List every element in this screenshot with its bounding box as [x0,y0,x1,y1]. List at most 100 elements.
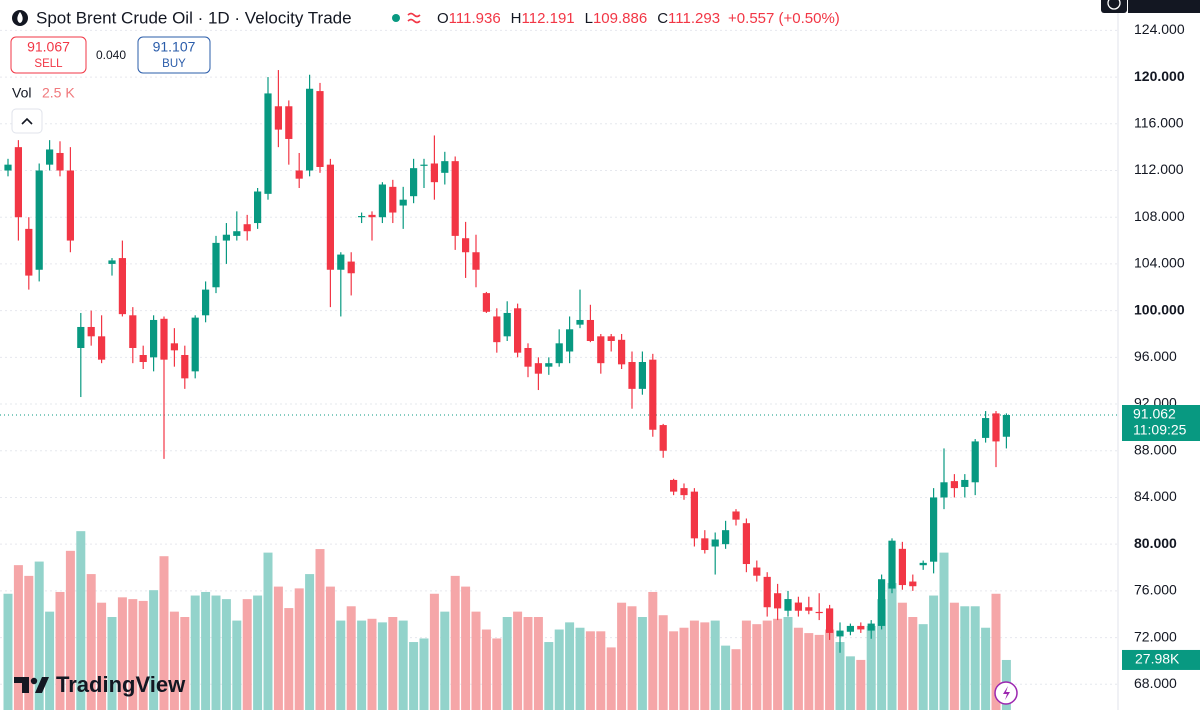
y-tick-label: 76.000 [1134,582,1177,598]
candle-body [909,581,917,587]
candle-body [420,164,428,166]
logo-mark [14,677,29,693]
volume-bar [429,593,439,710]
volume-bar [783,617,793,710]
candle-body [545,363,553,367]
candle-body [98,336,106,360]
volume-bar [606,647,616,710]
ohlc-value: 111.293 [668,10,720,27]
volume-bar [773,618,783,710]
buy-label[interactable]: BUY [162,58,186,70]
volume-legend-label: Vol [12,85,31,101]
candle-body [170,343,178,351]
volume-bar [357,620,367,710]
y-tick-label: 116.000 [1134,114,1184,130]
volume-bar [877,599,887,710]
zoom-icon [1107,0,1121,10]
volume-bar [804,633,814,710]
volume-legend-value: 2.5 K [42,85,75,101]
volume-bar [845,656,855,710]
candle-body [451,161,459,236]
volume-bar [731,649,741,710]
zoom-button[interactable] [1101,0,1127,13]
candle-body [191,317,199,372]
candle-body [867,623,875,631]
candle-body [493,316,501,343]
candle-body [597,336,605,364]
volume-bar [24,575,34,710]
volume-bar [523,617,533,710]
candle-body [46,149,54,165]
candle-body [659,425,667,451]
collapse-button[interactable] [11,108,43,134]
volume-bar [825,629,835,710]
volume-tag-label: 27.98K [1135,651,1180,667]
volume-bar [721,645,731,710]
candle-body [389,186,397,213]
y-tick-label: 124.000 [1134,21,1185,37]
candle-body [254,191,262,224]
buy-price[interactable]: 91.107 [153,39,196,55]
volume-bar [13,565,23,710]
volume-bar [367,618,377,710]
sell-button[interactable] [10,36,87,74]
candle-body [514,308,522,353]
volume-bar [76,531,86,710]
volume-bar [565,622,575,710]
volume-bar [211,595,221,710]
volume-layer [3,531,1011,710]
volume-bar [253,595,263,710]
last-price-label: 91.062 [1133,406,1176,422]
volume-bar [648,591,658,710]
drop-icon [17,12,23,23]
volume-bar [138,600,148,710]
logo-dot [30,677,38,685]
volume-bar [492,638,502,710]
candle-body [77,326,85,348]
volume-bar [117,597,127,710]
ohlc-value: 112.191 [522,10,575,27]
last-price-tag [1122,404,1200,441]
candle-layer [4,70,1010,653]
volume-bar [45,611,55,710]
alert-icon [1003,686,1010,700]
candle-body [472,252,480,270]
candle-body [264,93,272,194]
status-dot [392,14,400,22]
volume-bar [762,620,772,710]
candle-body [930,497,938,562]
candle-body [430,163,438,183]
candle-body [35,170,43,270]
candle-body [711,539,719,547]
candle-body [14,147,22,218]
volume-bar [981,627,991,710]
candle-body [774,593,782,609]
volume-bar [128,599,138,710]
volume-bar [325,586,335,710]
candle-body [649,359,657,430]
candle-body [4,164,12,171]
last-time-label: 11:09:25 [1133,422,1187,438]
candle-body [805,607,813,611]
volume-bar [86,574,96,710]
candle-body [763,576,771,608]
candle-body [950,481,958,489]
buy-button[interactable] [137,36,211,74]
volume-bar [814,634,824,710]
candle-body [316,91,324,167]
y-tick-label: 84.000 [1134,488,1177,504]
sell-price[interactable]: 91.067 [27,39,70,55]
candle-body [410,168,418,197]
candle-body [784,599,792,611]
candle-body [160,318,168,360]
volume-bar [3,593,13,710]
volume-bar [263,552,273,710]
candle-body [618,339,626,365]
sell-label[interactable]: SELL [34,58,63,70]
candle-body [150,319,158,358]
candle-body [566,329,574,352]
volume-bar [669,631,679,710]
volume-bar [908,617,918,710]
volume-bar [398,620,408,710]
